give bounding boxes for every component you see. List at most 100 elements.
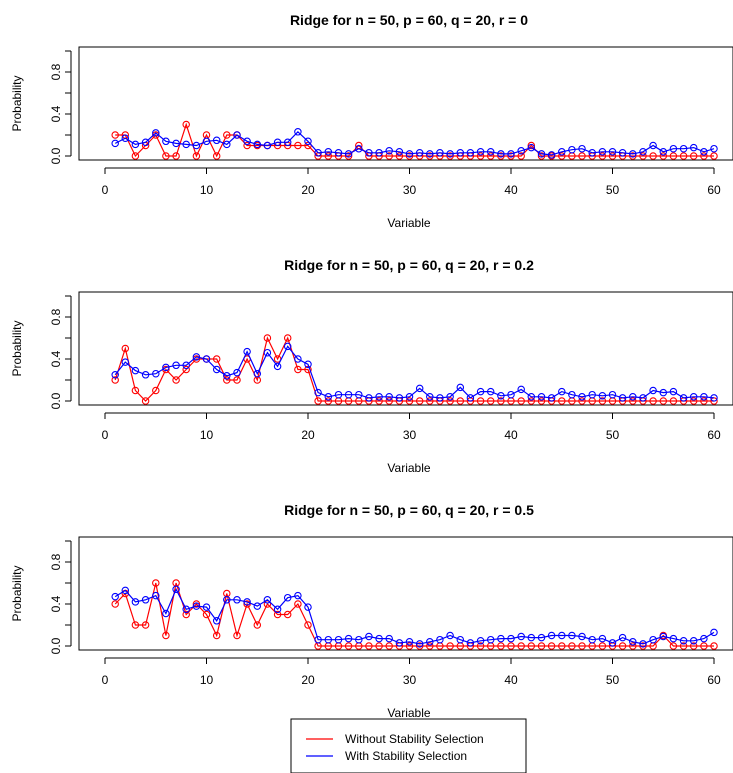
- panel-2-point-with: [121, 358, 130, 366]
- panel-3-point-with: [314, 635, 322, 644]
- panel-1-point-with: [182, 140, 190, 149]
- panel-3-point-with: [466, 639, 475, 647]
- panel-2-point-without: [172, 376, 180, 384]
- panel-3-point-with: [527, 633, 536, 642]
- panel-1-point-with: [233, 131, 241, 139]
- panel-3-point-with: [324, 635, 333, 644]
- panel-1-x-tick-label: 0: [102, 183, 109, 197]
- panel-1-point-with: [192, 141, 201, 150]
- panel-2-axes: 0 10 20 30 40 50 60 0.0 0.4 0.8: [49, 295, 721, 442]
- panel-3-point-with: [283, 593, 292, 602]
- panel-2-point-with: [456, 383, 465, 392]
- panel-2-point-with: [253, 369, 262, 378]
- panel-2-point-with: [629, 393, 637, 401]
- panel-2-point-with: [304, 360, 312, 369]
- panel-3-point-with: [659, 632, 668, 641]
- panel-3-x-tick-label: 40: [504, 673, 518, 687]
- panel-3-title: Ridge for n = 50, p = 60, q = 20, r = 0.…: [284, 502, 534, 518]
- panel-3-point-with: [558, 631, 566, 640]
- panel-1-point-with: [314, 149, 322, 157]
- panel-3-y-tick-label: 0.4: [49, 595, 63, 612]
- panel-1: Ridge for n = 50, p = 60, q = 20, r = 0 …: [10, 12, 733, 230]
- panel-1-axes: 0 10 20 30 40 50 60 0.0 0.4 0.8: [49, 50, 721, 197]
- panel-1-x-tick-label: 40: [504, 183, 518, 197]
- panel-1-point-with: [578, 144, 586, 153]
- panel-1-point-with: [202, 137, 211, 146]
- panel-2-point-without: [233, 376, 241, 384]
- panel-1-point-without: [558, 152, 566, 160]
- panel-1-point-with: [568, 145, 576, 154]
- panel-1-plot-frame: [78, 46, 733, 161]
- panel-2-x-tick-label: 50: [606, 428, 620, 442]
- panel-1-y-tick-label: 0.4: [49, 105, 63, 122]
- panel-3-point-without: [507, 642, 515, 650]
- panel-2-point-without: [314, 397, 322, 405]
- panel-1-point-with: [415, 149, 424, 157]
- panel-1-point-with: [446, 150, 454, 158]
- panel-1-point-without: [689, 152, 698, 160]
- panel-1-line-without: [115, 122, 714, 158]
- panel-1-point-without: [395, 152, 404, 160]
- panel-1-point-with: [517, 147, 525, 155]
- panel-1-point-without: [131, 152, 140, 160]
- panel-2: Ridge for n = 50, p = 60, q = 20, r = 0.…: [10, 257, 733, 475]
- panel-2-point-without: [659, 397, 668, 405]
- panel-1-point-without: [162, 152, 170, 160]
- panel-2-point-with: [395, 394, 404, 402]
- panel-2-point-with: [558, 387, 566, 396]
- panel-3-point-with: [385, 634, 393, 643]
- panel-1-point-without: [446, 152, 454, 160]
- panel-2-point-with: [426, 393, 434, 401]
- panel-1-point-without: [212, 152, 221, 160]
- panel-2-point-with: [263, 348, 272, 357]
- panel-1-point-without: [639, 152, 647, 160]
- panel-1-point-with: [253, 140, 262, 149]
- panel-2-x-tick-label: 40: [504, 428, 518, 442]
- panel-3-point-without: [669, 642, 678, 650]
- panel-3-point-with: [253, 602, 262, 610]
- panel-2-point-with: [415, 384, 424, 393]
- panel-3-point-without: [253, 621, 262, 629]
- panel-3-point-with: [446, 631, 454, 640]
- panel-3-point-with: [192, 602, 201, 610]
- panel-1-point-without: [710, 152, 718, 160]
- panel-3-point-with: [365, 632, 373, 641]
- panel-3-point-with: [517, 632, 525, 641]
- panel-1-point-with: [111, 139, 119, 148]
- panel-2-point-with: [608, 390, 617, 399]
- panel-1-point-with: [375, 149, 383, 157]
- panel-1-point-without: [598, 152, 607, 160]
- panel-3-point-without: [629, 642, 637, 650]
- panel-3-point-with: [710, 628, 718, 637]
- panel-2-point-with: [649, 386, 657, 395]
- panel-3-line-without: [114, 582, 714, 647]
- panel-2-point-with: [182, 361, 190, 370]
- panel-2-point-without: [689, 397, 698, 405]
- panel-1-point-with: [476, 148, 485, 156]
- panel-2-point-with: [700, 393, 708, 401]
- panel-1-point-without: [182, 120, 190, 129]
- panel-2-point-without: [537, 397, 546, 405]
- panel-1-point-with: [426, 150, 434, 158]
- panel-2-point-without: [385, 397, 393, 405]
- panel-2-point-without: [527, 397, 536, 405]
- panel-1-point-with: [294, 128, 302, 136]
- panel-1-point-without: [608, 152, 617, 160]
- panel-1-point-with: [172, 139, 180, 148]
- panel-1-point-with: [283, 138, 292, 147]
- panel-1-point-without: [659, 152, 668, 160]
- panel-3-point-with: [436, 635, 444, 644]
- panel-1-point-with: [405, 150, 414, 158]
- panel-2-point-with: [385, 393, 393, 401]
- panel-3-point-with: [598, 634, 607, 643]
- panel-2-x-axis-label: Variable: [387, 461, 430, 475]
- panel-3-point-with: [162, 609, 170, 618]
- panel-1-point-with: [669, 144, 678, 153]
- panel-2-point-without: [294, 365, 302, 374]
- panel-1-point-with: [639, 148, 647, 156]
- panel-1-point-without: [629, 152, 637, 160]
- panel-3-point-without: [375, 642, 383, 650]
- panel-3-x-tick-label: 10: [200, 673, 214, 687]
- panel-3-x-tick-label: 60: [707, 673, 721, 687]
